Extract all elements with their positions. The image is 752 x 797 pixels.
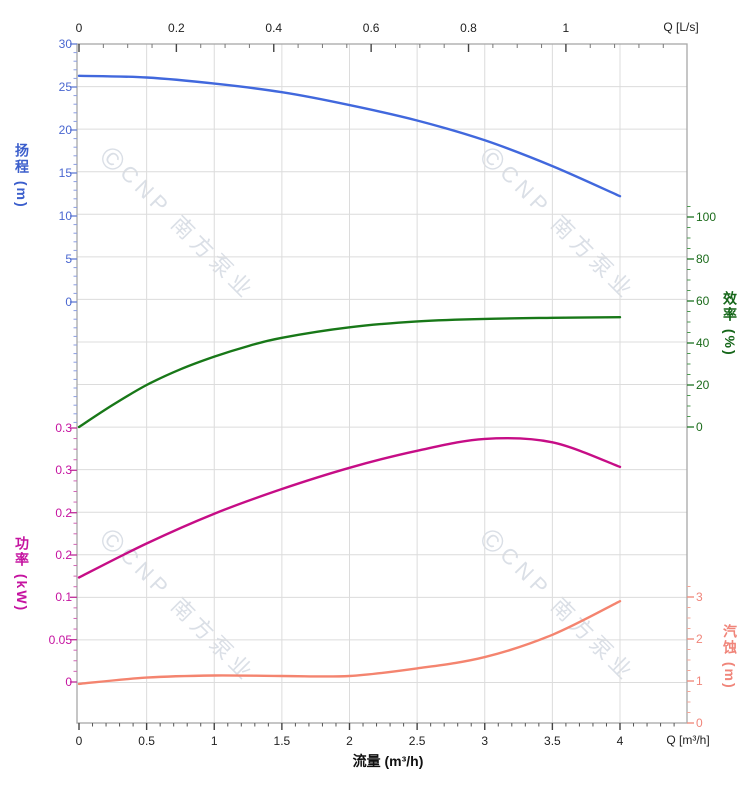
power-axis-tick-label: 0.2 xyxy=(55,548,72,562)
curve-efficiency xyxy=(77,316,622,429)
plot-frame xyxy=(76,43,688,724)
head-axis-tick-label: 30 xyxy=(58,37,72,51)
head-axis-tick-label: 20 xyxy=(58,123,72,137)
head-axis-tick-label: 15 xyxy=(58,166,72,180)
efficiency-axis-tick-label: 20 xyxy=(696,378,710,392)
npsh-axis-title: 汽蚀 (m) xyxy=(722,624,738,690)
top-axis-tick-label: 0.4 xyxy=(265,21,283,35)
bottom-axis-tick-label: 1.5 xyxy=(273,734,291,748)
power-axis-tick-label: 0.3 xyxy=(55,463,72,478)
head-axis-title: 扬程 (m) xyxy=(14,143,30,209)
flow-axis-title: 流量 (m³/h) xyxy=(352,753,424,769)
bottom-axis-tick-label: 3 xyxy=(481,734,489,748)
power-axis-title: 功率 (kW) xyxy=(14,536,30,613)
bottom-axis-unit-label: Q [m³/h] xyxy=(666,733,710,747)
top-axis-tick-label: 1 xyxy=(562,21,570,35)
efficiency-axis-tick-label: 0 xyxy=(696,420,703,434)
top-axis-tick-label: 0.2 xyxy=(168,21,185,35)
top-axis-tick-label: 0.8 xyxy=(460,21,477,35)
top-axis-tick-label: 0.6 xyxy=(362,21,380,35)
npsh-axis-tick-label: 0 xyxy=(696,716,703,730)
npsh-axis-tick-label: 2 xyxy=(696,632,703,646)
head-axis-tick-label: 5 xyxy=(65,252,72,266)
efficiency-axis-title: 效率 (%) xyxy=(722,291,738,357)
efficiency-axis-tick-label: 60 xyxy=(696,294,710,308)
efficiency-axis-tick-label: 80 xyxy=(696,252,710,266)
bottom-axis-tick-label: 2.5 xyxy=(408,734,426,748)
npsh-axis-tick-label: 3 xyxy=(696,590,703,604)
power-axis-tick-label: 0.05 xyxy=(48,632,72,647)
curve-power xyxy=(77,436,622,579)
curve-head xyxy=(77,74,622,198)
curve-npsh xyxy=(77,600,622,686)
bottom-axis-tick-label: 1 xyxy=(210,734,218,748)
top-axis-unit-label: Q [L/s] xyxy=(663,20,699,34)
power-axis-tick-label: 0 xyxy=(65,675,72,689)
bottom-axis-tick-label: 2 xyxy=(346,734,353,748)
top-axis-tick-label: 0 xyxy=(75,21,83,35)
bottom-axis-tick-label: 0 xyxy=(75,734,83,748)
power-axis-tick-label: 0.1 xyxy=(55,590,72,605)
bottom-axis-tick-label: 3.5 xyxy=(544,734,561,748)
head-axis-tick-label: 0 xyxy=(65,295,72,309)
bottom-axis-tick-label: 4 xyxy=(616,734,624,748)
efficiency-axis-tick-label: 40 xyxy=(696,336,710,350)
power-axis-tick-label: 0.2 xyxy=(55,505,72,520)
efficiency-axis-tick-label: 100 xyxy=(696,210,717,224)
head-axis-tick-label: 25 xyxy=(58,80,72,94)
head-axis-tick-label: 10 xyxy=(58,209,72,223)
npsh-axis-tick-label: 1 xyxy=(696,674,703,688)
bottom-axis-tick-label: 0.5 xyxy=(138,734,155,748)
power-axis-tick-label: 0.3 xyxy=(55,421,72,435)
